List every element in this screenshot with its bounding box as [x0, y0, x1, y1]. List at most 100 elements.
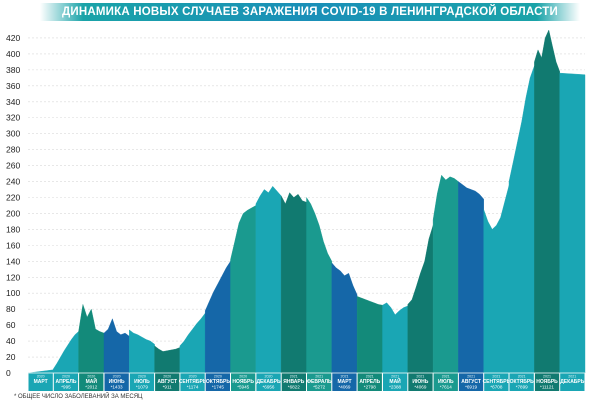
chart-title: ДИНАМИКА НОВЫХ СЛУЧАЕВ ЗАРАЖЕНИЯ COVID-1… — [40, 3, 580, 21]
month-total-label: *7614 — [440, 385, 452, 390]
month-area — [559, 72, 586, 374]
month-total-label: *7899 — [516, 385, 528, 390]
month-name-label: ИЮЛЬ — [438, 379, 454, 385]
month-year-label: 2021 — [341, 375, 349, 379]
y-tick-label: 200 — [6, 208, 20, 218]
month-label-block — [155, 373, 180, 391]
month-name-label: МАРТ — [337, 379, 351, 385]
month-total-label: *995 — [61, 385, 71, 390]
month-area — [205, 260, 231, 374]
month-name-label: МАЙ — [389, 377, 401, 385]
month-name-label: СЕНТЯБРЬ — [483, 379, 511, 385]
month-label-block — [28, 373, 53, 391]
y-tick-label: 360 — [6, 81, 20, 91]
month-name-label: ЯНВАРЬ — [283, 379, 305, 385]
y-tick-label: 80 — [6, 304, 16, 314]
month-label-block — [104, 373, 129, 391]
month-label-block — [205, 373, 230, 391]
y-tick-label: 300 — [6, 129, 20, 139]
y-tick-label: 100 — [6, 288, 20, 298]
y-tick-label: 280 — [6, 145, 20, 155]
month-year-label: 2021 — [492, 375, 500, 379]
y-tick-label: 240 — [6, 177, 20, 187]
y-tick-label: 320 — [6, 113, 20, 123]
month-name-label: ОКТЯБРЬ — [510, 379, 535, 385]
month-year-label: 2021 — [543, 375, 551, 379]
month-total-label: *6822 — [288, 385, 300, 390]
month-name-label: АВГУСТ — [157, 379, 177, 385]
month-year-label: 2020 — [87, 375, 95, 379]
month-total-label: *911 — [163, 385, 173, 390]
month-area — [281, 192, 307, 374]
month-label-block — [307, 373, 332, 391]
month-label-block — [534, 373, 560, 391]
month-label-block — [383, 373, 408, 391]
month-year-label: 2020 — [239, 375, 247, 379]
month-area — [129, 329, 155, 374]
month-year-label: 2021 — [366, 375, 374, 379]
month-area — [179, 312, 206, 374]
month-name-label: МАЙ — [86, 377, 98, 385]
month-name-label: ДЕКАБРЬ — [256, 379, 280, 385]
y-tick-label: 220 — [6, 193, 20, 203]
y-tick-label: 400 — [6, 49, 20, 59]
month-year-label: 2020 — [214, 375, 222, 379]
y-tick-label: 160 — [6, 240, 20, 250]
month-name-label: АПРЕЛЬ — [56, 379, 77, 385]
month-area — [78, 304, 105, 374]
month-year-label: 2020 — [37, 375, 45, 379]
month-name-label: ИЮЛЬ — [134, 379, 150, 385]
y-tick-label: 180 — [6, 224, 20, 234]
month-name-label: ИЮНЬ — [109, 379, 125, 385]
month-year-label: 2021 — [467, 375, 475, 379]
month-label-block — [458, 373, 484, 391]
month-area — [331, 262, 358, 374]
month-total-label: *4069 — [414, 385, 426, 390]
month-total-label: *6708 — [490, 385, 502, 390]
y-tick-label: 140 — [6, 256, 20, 266]
month-year-label: 2021 — [290, 375, 298, 379]
month-area — [53, 331, 79, 374]
month-year-label: 2021 — [568, 375, 576, 379]
month-area — [255, 185, 282, 374]
month-year-label: 2021 — [391, 375, 399, 379]
month-label-block — [256, 373, 281, 391]
month-label-block — [408, 373, 433, 391]
month-name-label: ФЕВРАЛЬ — [307, 379, 332, 385]
month-name-label: АВГУСТ — [461, 379, 481, 385]
y-tick-label: 20 — [6, 352, 16, 362]
month-label-block — [332, 373, 357, 391]
month-year-label: 2021 — [416, 375, 424, 379]
month-total-label: *4069 — [338, 385, 350, 390]
month-year-label: 2020 — [113, 375, 121, 379]
month-area — [103, 318, 130, 374]
month-year-label: 2020 — [138, 375, 146, 379]
y-tick-label: 260 — [6, 161, 20, 171]
month-area — [306, 196, 332, 374]
month-area — [27, 369, 54, 374]
month-label-block — [484, 373, 509, 391]
month-total-label: *5272 — [313, 385, 325, 390]
month-name-label: НОЯБРЬ — [232, 379, 254, 385]
title-bar: ДИНАМИКА НОВЫХ СЛУЧАЕВ ЗАРАЖЕНИЯ COVID-1… — [0, 0, 608, 24]
month-area — [407, 225, 434, 374]
month-label-block — [231, 373, 256, 391]
month-label-block — [433, 373, 458, 391]
month-total-label: *6956 — [262, 385, 274, 390]
month-label-block — [129, 373, 155, 391]
month-year-label: 2021 — [518, 375, 526, 379]
month-name-label: ДЕКАБРЬ — [560, 379, 584, 385]
month-year-label: 2021 — [315, 375, 323, 379]
month-total-label: *5945 — [237, 385, 249, 390]
month-total-label: *1745 — [212, 385, 224, 390]
month-label-block — [509, 373, 534, 391]
month-label-block — [79, 373, 104, 391]
y-tick-label: 0 — [6, 368, 11, 378]
y-tick-label: 380 — [6, 65, 20, 75]
month-name-label: АПРЕЛЬ — [359, 379, 380, 385]
month-total-label: *2388 — [389, 385, 401, 390]
footnote: * ОБЩЕЕ ЧИСЛО ЗАБОЛЕВАНИЙ ЗА МЕСЯЦ — [14, 394, 143, 400]
y-tick-label: 340 — [6, 97, 20, 107]
month-name-label: ОКТЯБРЬ — [206, 379, 231, 385]
